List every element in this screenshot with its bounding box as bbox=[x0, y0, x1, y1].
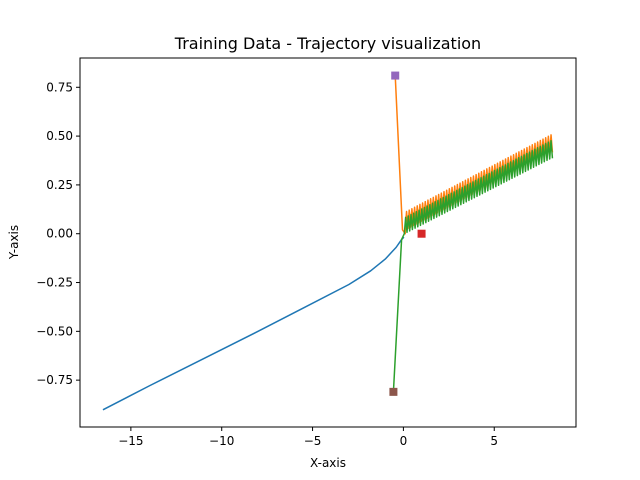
purple-marker bbox=[391, 71, 400, 80]
x-tick-label: 0 bbox=[400, 434, 408, 448]
x-tick-label: −5 bbox=[304, 434, 322, 448]
y-tick-label: 0.00 bbox=[46, 227, 73, 241]
y-tick-label: 0.25 bbox=[46, 178, 73, 192]
plot-layer bbox=[102, 71, 554, 411]
brown-marker bbox=[389, 387, 398, 396]
y-tick-label: −0.75 bbox=[36, 373, 73, 387]
x-ticks: −15 −10 −5 0 5 bbox=[118, 427, 498, 448]
x-tick-label: 5 bbox=[490, 434, 498, 448]
series-line-1 bbox=[102, 236, 405, 411]
y-tick-label: −0.25 bbox=[36, 276, 73, 290]
y-tick-label: 0.75 bbox=[46, 80, 73, 94]
red-marker bbox=[417, 229, 426, 238]
y-ticks: −0.75 −0.50 −0.25 0.00 0.25 0.50 0.75 bbox=[36, 80, 80, 387]
x-tick-label: −15 bbox=[118, 434, 143, 448]
y-tick-label: −0.50 bbox=[36, 324, 73, 338]
y-axis-label: Y-axis bbox=[7, 225, 21, 260]
x-tick-label: −10 bbox=[209, 434, 234, 448]
x-axis-label: X-axis bbox=[310, 456, 346, 470]
chart-title: Training Data - Trajectory visualization bbox=[174, 34, 481, 53]
plot-frame bbox=[79, 57, 577, 428]
series-line-3 bbox=[392, 139, 554, 393]
y-tick-label: 0.50 bbox=[46, 129, 73, 143]
